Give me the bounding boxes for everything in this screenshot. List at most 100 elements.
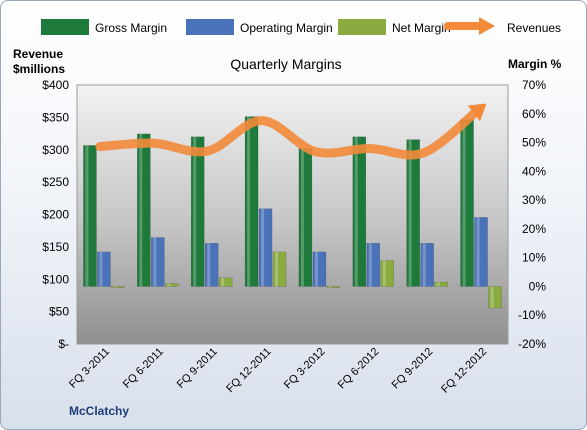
- left-axis-title-line2: $millions: [13, 62, 65, 76]
- bar-operating-margin-3: [258, 208, 273, 287]
- bar-net-margin-6: [434, 281, 448, 287]
- bar-gross-margin-5: [352, 136, 367, 287]
- x-axis-ticks: FQ 3-2011 FQ 6-2011 FQ 9-2011 FQ 12-2011 FQ …: [67, 346, 489, 396]
- company-label: McClatchy: [69, 404, 129, 418]
- bar-highlight-1-7: [476, 217, 480, 287]
- bar-gross-margin-7: [460, 119, 474, 287]
- legend-swatch-net: [338, 19, 386, 35]
- category-label: FQ 12-2011: [224, 346, 273, 395]
- legend-label-revenues: Revenues: [507, 21, 561, 35]
- bar-operating-margin-4: [312, 251, 327, 287]
- bar-net-margin-7: [488, 286, 502, 309]
- legend-label-net: Net Margin: [392, 21, 451, 35]
- right-tick-label: 20%: [522, 222, 546, 236]
- right-tick-label: 40%: [522, 164, 546, 178]
- right-axis-ticks: -20% -10% 0% 10% 20% 30% 40% 50% 60% 70%: [518, 78, 546, 351]
- bar-operating-margin-5: [366, 243, 381, 287]
- bar-gross-margin-1: [137, 133, 151, 287]
- bar-highlight-0-0: [85, 145, 89, 287]
- legend-label-operating: Operating Margin: [240, 21, 333, 35]
- left-tick-label: $200: [42, 208, 69, 222]
- bar-highlight-0-5: [354, 136, 358, 287]
- bar-gross-margin-3: [244, 116, 259, 287]
- revenues-arrow-head: [467, 103, 487, 122]
- legend-swatch-gross: [41, 19, 89, 35]
- bar-highlight-2-1: [167, 283, 171, 287]
- bar-highlight-2-0: [113, 286, 117, 288]
- bar-highlight-1-1: [153, 237, 157, 287]
- category-label: FQ 6-2011: [121, 346, 166, 391]
- category-label: FQ 12-2012: [439, 346, 489, 396]
- bar-net-margin-4: [326, 286, 341, 288]
- revenues-line: [95, 106, 482, 160]
- bar-operating-margin-1: [151, 237, 165, 287]
- bar-net-margin-3: [272, 251, 287, 287]
- chart-title: Quarterly Margins: [230, 56, 341, 72]
- right-tick-label: -20%: [518, 337, 546, 351]
- bar-highlight-1-3: [261, 208, 265, 287]
- right-tick-label: 30%: [522, 193, 546, 207]
- bar-operating-margin-2: [204, 243, 219, 287]
- category-label: FQ 3-2011: [67, 346, 112, 391]
- bar-highlight-1-0: [99, 251, 103, 287]
- category-label: FQ 9-2012: [390, 346, 436, 392]
- right-tick-label: 50%: [522, 136, 546, 150]
- bar-operating-margin-6: [420, 243, 434, 287]
- bar-highlight-0-3: [247, 116, 251, 287]
- category-label: FQ 3-2012: [282, 346, 328, 392]
- bar-gross-margin-6: [406, 139, 420, 287]
- bar-gross-margin-0: [83, 145, 97, 287]
- bar-highlight-2-7: [490, 286, 494, 309]
- bar-net-margin-0: [111, 286, 125, 288]
- left-tick-label: $150: [42, 240, 69, 254]
- right-axis-title: Margin %: [508, 57, 562, 71]
- legend-label-gross: Gross Margin: [95, 21, 167, 35]
- right-tick-label: 0%: [529, 279, 547, 293]
- left-axis-title-line1: Revenue: [13, 47, 63, 61]
- bar-operating-margin-7: [474, 217, 488, 287]
- category-label: FQ 9-2011: [175, 346, 220, 391]
- legend-gross-margin[interactable]: Gross Margin: [41, 19, 167, 35]
- right-tick-label: -10%: [518, 308, 546, 322]
- left-tick-label: $50: [49, 305, 69, 319]
- legend-arrow-revenues: [479, 17, 495, 35]
- bar-highlight-1-6: [422, 243, 426, 287]
- bar-operating-margin-0: [97, 251, 111, 287]
- right-tick-label: 70%: [522, 78, 546, 92]
- legend-net-margin[interactable]: Net Margin: [338, 19, 451, 35]
- bar-highlight-2-5: [382, 260, 386, 287]
- bar-highlight-1-2: [207, 243, 211, 287]
- bar-highlight-1-4: [314, 251, 318, 287]
- right-tick-label: 10%: [522, 251, 546, 265]
- left-tick-label: $300: [42, 143, 69, 157]
- left-axis-ticks: $- $50 $100 $150 $200 $250 $300 $350 $400: [42, 78, 69, 351]
- bar-gross-margin-4: [298, 148, 313, 287]
- bar-gross-margin-2: [190, 136, 205, 287]
- legend-swatch-operating: [186, 19, 234, 35]
- left-tick-label: $400: [42, 78, 69, 92]
- left-tick-label: $350: [42, 110, 69, 124]
- bar-highlight-0-6: [408, 139, 412, 287]
- legend-operating-margin[interactable]: Operating Margin: [186, 19, 333, 35]
- bar-highlight-2-6: [436, 282, 440, 287]
- bar-net-margin-2: [218, 277, 233, 287]
- left-tick-label: $-: [58, 337, 69, 351]
- bar-highlight-1-5: [368, 243, 372, 287]
- bar-highlight-0-4: [300, 148, 304, 287]
- category-label: FQ 6-2012: [336, 346, 382, 392]
- bar-highlight-0-7: [462, 119, 466, 287]
- bar-net-margin-1: [165, 283, 179, 287]
- bar-net-margin-5: [380, 260, 395, 287]
- bar-highlight-2-4: [328, 286, 332, 288]
- legend-revenues[interactable]: Revenues: [444, 17, 561, 35]
- chart-marks: [83, 103, 502, 309]
- legend: Gross Margin Operating Margin Net Margin…: [41, 17, 561, 35]
- bar-highlight-0-1: [139, 133, 143, 287]
- right-tick-label: 60%: [522, 107, 546, 121]
- bar-highlight-0-2: [193, 136, 197, 287]
- bar-highlight-2-3: [275, 251, 279, 287]
- left-tick-label: $250: [42, 175, 69, 189]
- left-tick-label: $100: [42, 272, 69, 286]
